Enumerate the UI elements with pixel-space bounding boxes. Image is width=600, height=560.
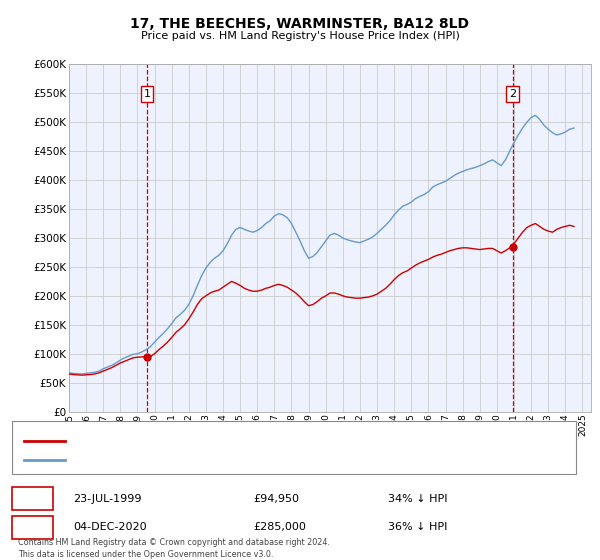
- Text: 34% ↓ HPI: 34% ↓ HPI: [388, 493, 448, 503]
- Text: 1: 1: [143, 89, 151, 99]
- FancyBboxPatch shape: [12, 422, 577, 474]
- Text: 2: 2: [29, 522, 36, 532]
- Text: 04-DEC-2020: 04-DEC-2020: [74, 522, 147, 532]
- Text: 17, THE BEECHES, WARMINSTER, BA12 8LD: 17, THE BEECHES, WARMINSTER, BA12 8LD: [131, 17, 470, 31]
- FancyBboxPatch shape: [12, 487, 53, 510]
- Text: 23-JUL-1999: 23-JUL-1999: [74, 493, 142, 503]
- Text: 2: 2: [509, 89, 516, 99]
- Text: £285,000: £285,000: [253, 522, 306, 532]
- Text: 1: 1: [29, 493, 36, 503]
- Text: Price paid vs. HM Land Registry's House Price Index (HPI): Price paid vs. HM Land Registry's House …: [140, 31, 460, 41]
- Text: 36% ↓ HPI: 36% ↓ HPI: [388, 522, 448, 532]
- FancyBboxPatch shape: [12, 516, 53, 539]
- Text: £94,950: £94,950: [253, 493, 299, 503]
- Text: HPI: Average price, detached house, Wiltshire: HPI: Average price, detached house, Wilt…: [77, 455, 305, 465]
- Text: Contains HM Land Registry data © Crown copyright and database right 2024.
This d: Contains HM Land Registry data © Crown c…: [18, 538, 329, 558]
- Text: 17, THE BEECHES, WARMINSTER, BA12 8LD (detached house): 17, THE BEECHES, WARMINSTER, BA12 8LD (d…: [77, 436, 385, 446]
